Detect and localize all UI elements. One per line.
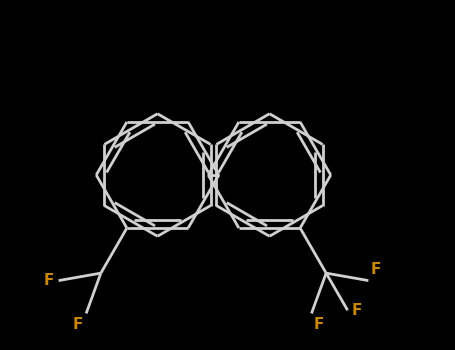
Text: F: F [352, 303, 362, 318]
Text: F: F [73, 317, 83, 332]
Text: F: F [370, 262, 380, 277]
Text: F: F [313, 317, 324, 332]
Text: F: F [44, 273, 55, 288]
